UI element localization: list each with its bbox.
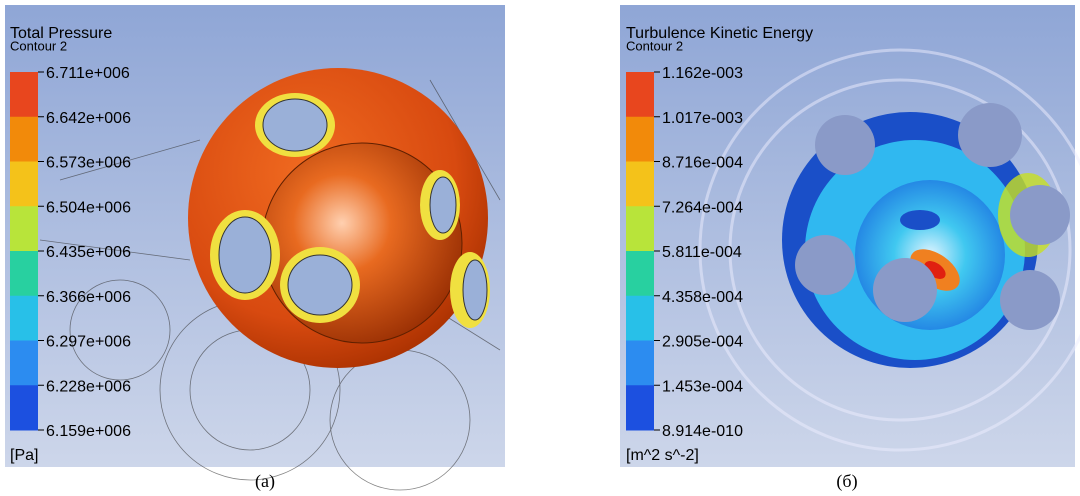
legend-label: 6.159e+006 [46,423,131,440]
legend-label: 6.366e+006 [46,289,131,306]
legend-label: 8.914e-010 [662,423,743,440]
color-band [626,251,654,296]
color-band [10,296,38,341]
legend-subtitle: Contour 2 [10,38,67,53]
legend-label: 8.716e-004 [662,155,743,172]
pressure-contour [188,68,490,368]
legend-label: 6.228e+006 [46,378,131,395]
caption: (б) [836,471,857,492]
color-band [626,72,654,117]
color-band [626,206,654,251]
legend-label: 5.811e-004 [662,244,742,261]
legend-label: 6.297e+006 [46,334,131,351]
color-band [626,296,654,341]
color-band [10,117,38,162]
legend-label: 6.711e+006 [46,65,130,82]
color-band [626,385,654,430]
legend-label: 1.162e-003 [662,65,743,82]
color-band [10,385,38,430]
legend-unit: [m^2 s^-2] [626,447,699,464]
legend-label: 4.358e-004 [662,289,743,306]
color-band [10,206,38,251]
legend-label: 6.504e+006 [46,199,131,216]
caption: (a) [255,471,275,492]
legend-label: 6.435e+006 [46,244,131,261]
color-band [626,341,654,386]
color-band [10,251,38,296]
color-band [10,72,38,117]
color-band [626,117,654,162]
legend-label: 1.453e-004 [662,378,743,395]
legend-label: 2.905e-004 [662,334,743,351]
legend-unit: [Pa] [10,447,38,464]
color-band [10,341,38,386]
color-band [10,162,38,207]
figure: Total PressureContour 26.711e+0066.642e+… [0,0,1080,496]
legend-label: 6.573e+006 [46,155,131,172]
legend-label: 7.264e-004 [662,199,743,216]
legend-subtitle: Contour 2 [626,38,683,53]
color-band [626,162,654,207]
legend-label: 1.017e-003 [662,110,743,127]
legend-label: 6.642e+006 [46,110,131,127]
